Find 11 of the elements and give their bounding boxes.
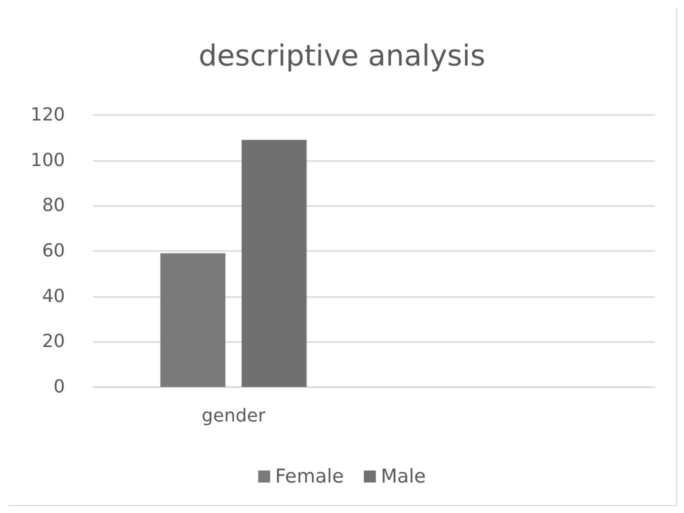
y-tick-label: 20 [42,331,65,352]
y-tick-label: 80 [42,195,65,216]
legend-label: Male [380,466,426,488]
y-tick-label: 0 [54,376,65,398]
chart-title: descriptive analysis [198,38,486,72]
y-tick-label: 40 [42,286,65,307]
y-tick-label: 100 [30,150,65,171]
legend-label: Female [275,466,344,488]
x-tick-label: gender [202,406,266,426]
y-tick-label: 60 [42,240,65,262]
y-tick-label: 120 [30,104,65,126]
